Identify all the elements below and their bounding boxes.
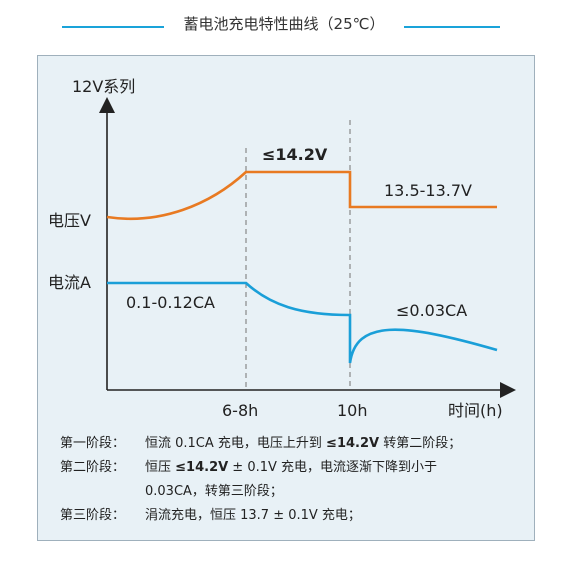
voltage-curve <box>106 170 497 221</box>
stage-1-label: 第一阶段： <box>60 436 126 451</box>
stage-2-label: 第二阶段： <box>60 460 126 475</box>
stage-1-row: 第一阶段： 恒流 0.1CA 充电，电压上升到 ≤14.2V 转第二阶段； <box>60 432 540 456</box>
stage-3-row: 第三阶段： 涓流充电，恒压 13.7 ± 0.1V 充电； <box>60 504 540 528</box>
stage-1-voltage: ≤14.2V <box>326 436 380 451</box>
page-title: 蓄电池充电特性曲线（25℃） <box>183 15 385 33</box>
initial-current-label: 0.1-0.12CA <box>126 293 215 312</box>
stage-3-text: 涓流充电，恒压 13.7 ± 0.1V 充电； <box>145 508 361 523</box>
x-tick-6-8h: 6-8h <box>222 401 258 420</box>
title-row: 蓄电池充电特性曲线（25℃） <box>0 10 561 40</box>
chart-panel <box>37 55 535 541</box>
title-rule-left <box>62 26 164 28</box>
stage-1-text-b: 转第二阶段； <box>379 436 462 451</box>
stage-2-voltage: ≤14.2V <box>175 460 229 475</box>
stage-2-row: 第二阶段： 恒压 ≤14.2V ± 0.1V 充电，电流逐渐下降到小于 <box>60 456 540 480</box>
voltage-axis-label: 电压V <box>48 211 91 230</box>
max-voltage-label: ≤14.2V <box>262 145 328 164</box>
x-axis-title: 时间(h) <box>448 401 503 420</box>
stage-legend: 第一阶段： 恒流 0.1CA 充电，电压上升到 ≤14.2V 转第二阶段； 第二阶… <box>60 432 540 528</box>
stage-3-label: 第三阶段： <box>60 508 126 523</box>
stage-2-text-b: ± 0.1V 充电，电流逐渐下降到小于 <box>228 460 438 475</box>
current-axis-label: 电流A <box>48 273 91 292</box>
stage-2-text-a: 恒压 <box>145 460 176 475</box>
y-axis-title: 12V系列 <box>72 77 135 96</box>
stage-2-continuation: 0.03CA，转第三阶段； <box>145 484 283 499</box>
float-voltage-label: 13.5-13.7V <box>384 181 472 200</box>
final-current-label: ≤0.03CA <box>396 301 467 320</box>
title-rule-right <box>404 26 500 28</box>
x-tick-10h: 10h <box>337 401 368 420</box>
stage-1-text-a: 恒流 0.1CA 充电，电压上升到 <box>145 436 327 451</box>
current-curve <box>107 281 498 364</box>
